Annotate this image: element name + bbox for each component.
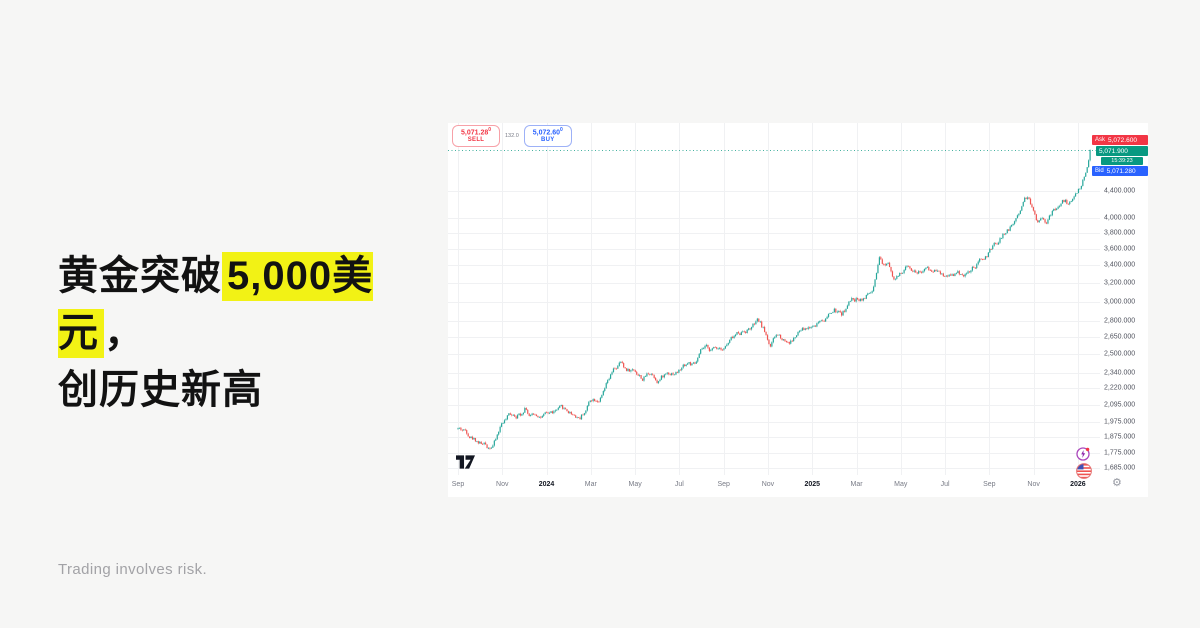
buy-button-label: BUY — [540, 137, 555, 144]
x-axis-label: Sep — [451, 481, 465, 488]
flash-icon[interactable] — [1076, 447, 1090, 461]
y-axis-label: 2,095.000 — [1104, 401, 1136, 409]
risk-disclaimer: Trading involves risk. — [58, 561, 208, 578]
y-axis-label: 3,000.000 — [1104, 298, 1136, 306]
x-axis-label: 2024 — [538, 481, 555, 488]
x-axis-label: Nov — [761, 481, 775, 488]
y-axis-label: 3,400.000 — [1104, 261, 1136, 269]
y-axis-label: 4,000.000 — [1104, 214, 1136, 222]
y-axis-label: 3,600.000 — [1104, 245, 1136, 253]
bid-value: 5,071.280 — [1106, 167, 1136, 175]
y-axis-label: 2,650.000 — [1104, 333, 1136, 341]
chart-plot-area[interactable]: 5,071.280 SELL 132.0 5,072.600 BUY Sep No… — [448, 123, 1100, 488]
x-axis-label: Sep — [717, 481, 730, 488]
y-axis-label: 1,775.000 — [1104, 449, 1136, 457]
scale-icons — [1076, 447, 1096, 479]
y-axis-label: 4,400.000 — [1104, 187, 1136, 195]
last-value: 5,071.900 — [1099, 147, 1128, 155]
x-axis-label: Jul — [674, 481, 684, 488]
headline-text-pre: 黄金突破 — [58, 254, 222, 298]
y-axis-label: 1,975.000 — [1104, 418, 1136, 426]
time-axis[interactable]: Sep Nov 2024 Mar May Jul Sep Nov 2025 Mar May Jul Se… — [448, 475, 1100, 495]
price-chart-canvas[interactable] — [448, 123, 1100, 483]
x-axis-label: Nov — [1027, 481, 1040, 488]
x-axis-label: Sep — [983, 481, 996, 488]
last-price-tag: 5,071.900 — [1096, 146, 1148, 156]
x-axis-label: 2025 — [804, 481, 821, 488]
ask-value: 5,072.600 — [1108, 136, 1137, 144]
x-axis-label: Jul — [940, 481, 950, 488]
ask-label: Ask — [1095, 137, 1106, 143]
trading-chart-card: 5,071.280 SELL 132.0 5,072.600 BUY Sep No… — [448, 123, 1148, 497]
spread-value: 132.0 — [505, 133, 519, 139]
x-axis-label: May — [894, 481, 908, 488]
buy-button[interactable]: 5,072.600 BUY — [523, 125, 572, 147]
price-axis[interactable]: 4,400.000 4,000.000 3,800.000 3,600.000 3,40… — [1100, 123, 1148, 483]
sell-button-label: SELL — [467, 137, 485, 144]
x-axis-label: Nov — [496, 481, 509, 488]
countdown-value: 15:39:23 — [1111, 158, 1133, 164]
y-axis-label: 3,800.000 — [1104, 229, 1136, 237]
headline: 黄金突破 5,000美元， 创历史新高 — [58, 248, 438, 418]
y-axis-label: 2,220.000 — [1104, 384, 1136, 392]
bid-label: Bid — [1095, 168, 1104, 174]
x-axis-label: Mar — [584, 481, 597, 488]
sell-button[interactable]: 5,071.280 SELL — [452, 125, 500, 147]
tradingview-logo — [456, 455, 475, 469]
x-axis-label: Mar — [850, 481, 863, 488]
x-axis-label: May — [628, 481, 642, 488]
x-axis-label: 2026 — [1070, 481, 1086, 488]
y-axis-label: 3,200.000 — [1104, 279, 1136, 287]
y-axis-label: 2,800.000 — [1104, 317, 1136, 325]
headline-line2: 创历史新高 — [58, 367, 263, 412]
y-axis-label: 1,875.000 — [1104, 433, 1136, 441]
countdown-tag: 15:39:23 — [1101, 157, 1143, 165]
gear-icon[interactable]: ⚙ — [1112, 477, 1122, 489]
y-axis-label: 2,340.000 — [1104, 369, 1136, 377]
us-flag-icon[interactable] — [1076, 463, 1092, 479]
ask-price-tag: Ask 5,072.600 — [1092, 135, 1148, 145]
trade-panel: 5,071.280 SELL 132.0 5,072.600 BUY — [452, 125, 572, 147]
bid-price-tag: Bid 5,071.280 — [1092, 166, 1148, 176]
y-axis-label: 1,685.000 — [1104, 464, 1136, 472]
y-axis-label: 2,500.000 — [1104, 350, 1136, 358]
headline-comma: ， — [104, 310, 145, 355]
